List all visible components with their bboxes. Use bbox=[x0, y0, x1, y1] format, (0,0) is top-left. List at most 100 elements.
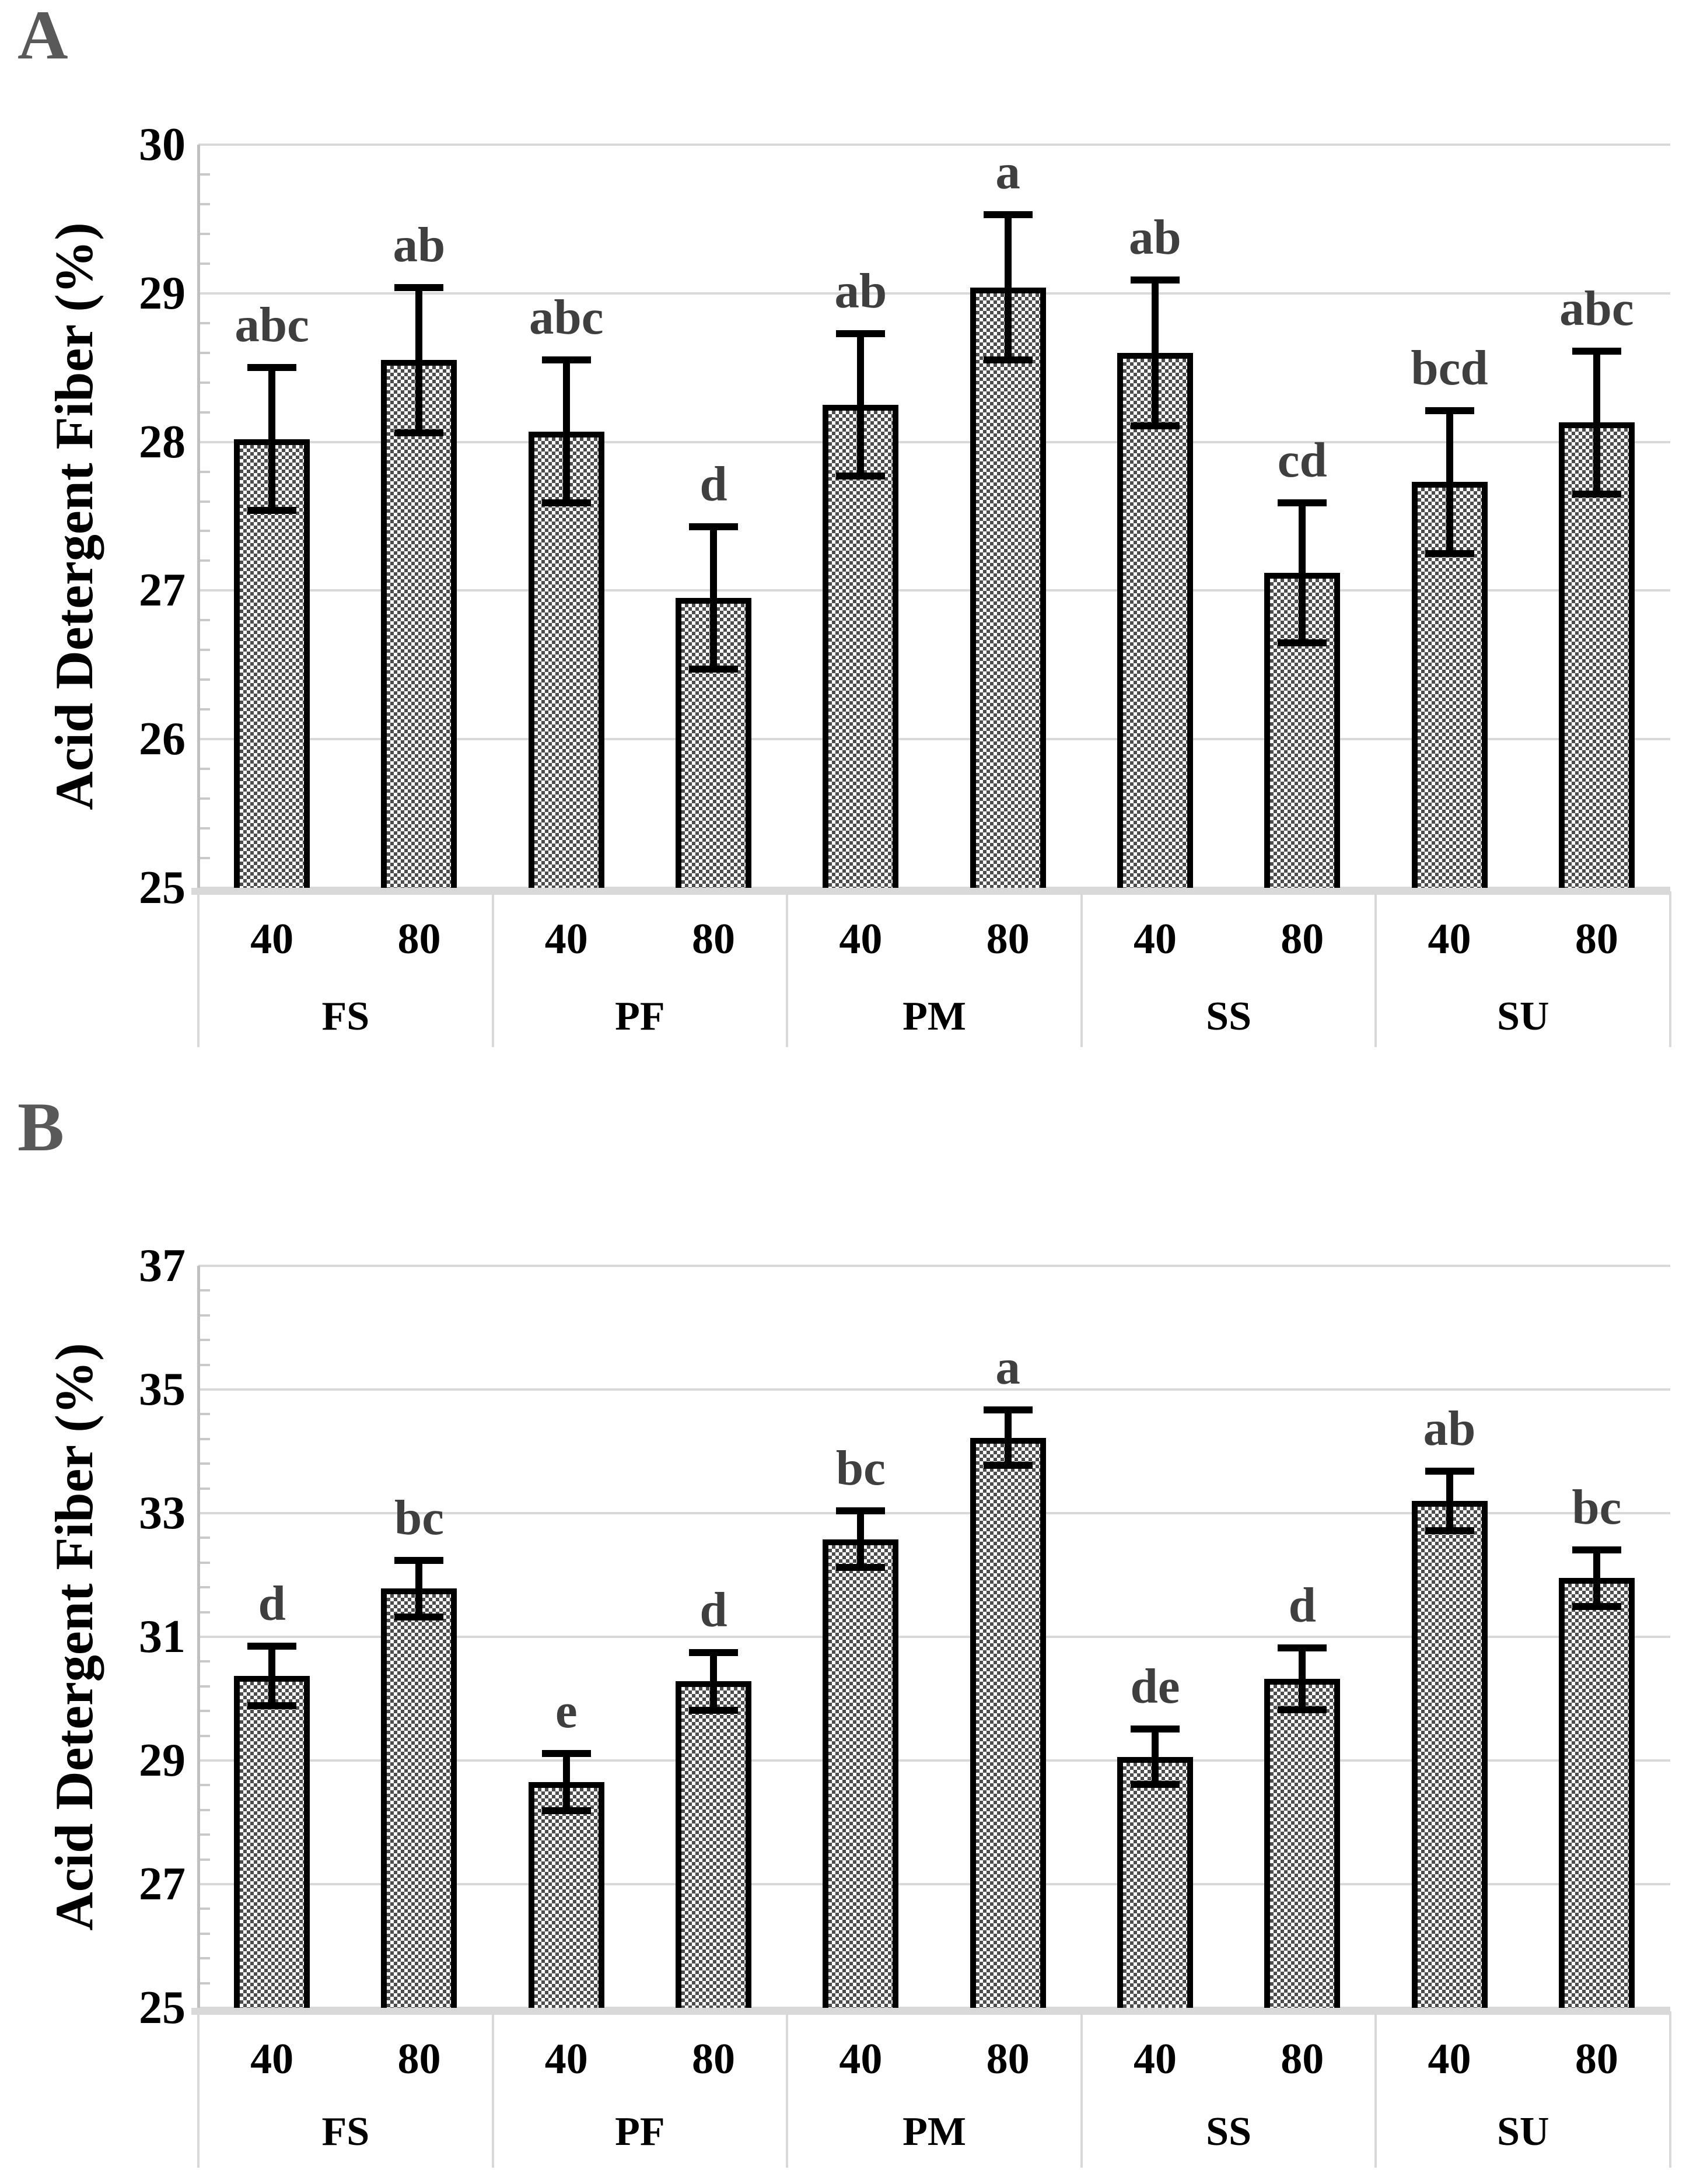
y-minor-tick bbox=[198, 1462, 210, 1465]
y-minor-tick bbox=[198, 411, 210, 414]
y-minor-tick bbox=[198, 797, 210, 800]
error-bar-cap-bottom bbox=[836, 1564, 886, 1572]
x-axis-level-label: 80 bbox=[986, 2035, 1030, 2083]
y-tick-label: 33 bbox=[139, 1488, 186, 1539]
y-minor-tick bbox=[198, 1685, 210, 1688]
x-axis-level-label: 40 bbox=[839, 915, 883, 963]
group-separator bbox=[1374, 2011, 1377, 2168]
y-minor-tick bbox=[198, 1710, 210, 1713]
x-axis-group-label-SU: SU bbox=[1496, 994, 1549, 1039]
gridline-y27 bbox=[198, 589, 1670, 592]
group-separator bbox=[1669, 891, 1671, 1047]
sig-letter: bc bbox=[835, 1440, 886, 1496]
error-bar-line bbox=[710, 526, 718, 670]
bar-PF-40 bbox=[528, 431, 604, 888]
bar-FS-80 bbox=[381, 360, 457, 888]
y-minor-tick bbox=[198, 1487, 210, 1490]
bar-FS-40 bbox=[234, 439, 310, 888]
error-bar-line bbox=[1151, 1728, 1159, 1785]
y-minor-tick bbox=[198, 1784, 210, 1787]
group-separator bbox=[1669, 2011, 1671, 2168]
sig-letter: ab bbox=[834, 263, 887, 318]
error-bar-cap-top bbox=[983, 211, 1033, 218]
error-bar-line bbox=[1004, 214, 1012, 360]
bar-SS-80 bbox=[1264, 1679, 1341, 2008]
sig-letter: a bbox=[995, 1339, 1020, 1395]
error-bar-cap-top bbox=[689, 523, 739, 530]
error-bar-cap-top bbox=[983, 1406, 1033, 1413]
y-tick-label: 25 bbox=[139, 1982, 186, 2034]
x-axis-group-label-PM: PM bbox=[903, 2109, 966, 2154]
x-axis-group-label-SS: SS bbox=[1206, 994, 1252, 1039]
error-bar-line bbox=[268, 1646, 276, 1706]
y-minor-tick bbox=[198, 619, 210, 622]
y-minor-tick bbox=[198, 1314, 210, 1317]
bar-PM-80 bbox=[970, 1437, 1046, 2008]
error-bar-line bbox=[415, 287, 423, 433]
y-minor-tick bbox=[198, 1932, 210, 1935]
x-axis-level-label: 40 bbox=[1133, 915, 1177, 963]
error-bar-cap-top bbox=[1130, 1725, 1180, 1732]
y-tick-label: 26 bbox=[139, 713, 186, 765]
error-bar-line bbox=[1446, 411, 1453, 554]
y-tick-label: 31 bbox=[139, 1611, 186, 1662]
group-separator bbox=[786, 891, 789, 1047]
error-bar-cap-bottom bbox=[1130, 1781, 1180, 1788]
gridline-y29 bbox=[198, 292, 1670, 295]
bar-PM-80 bbox=[970, 287, 1046, 888]
error-bar-line bbox=[1004, 1409, 1012, 1466]
y-tick-label: 29 bbox=[139, 267, 186, 319]
y-minor-tick bbox=[198, 1413, 210, 1416]
x-axis-level-label: 80 bbox=[397, 2035, 441, 2083]
x-axis-group-label-SU: SU bbox=[1496, 2109, 1549, 2154]
y-minor-tick bbox=[198, 202, 210, 205]
group-separator bbox=[1080, 2011, 1083, 2168]
gridline-y29 bbox=[198, 1759, 1670, 1762]
x-axis-level-label: 40 bbox=[250, 2035, 294, 2083]
panel-a-label: A bbox=[18, 0, 68, 74]
gridline-y27 bbox=[198, 1883, 1670, 1885]
y-minor-tick bbox=[198, 1289, 210, 1292]
sig-letter: abc bbox=[1559, 281, 1634, 337]
error-bar-line bbox=[1151, 279, 1159, 426]
error-bar-cap-top bbox=[1572, 348, 1621, 355]
error-bar-line bbox=[415, 1560, 423, 1618]
x-axis-level-label: 40 bbox=[1428, 2035, 1471, 2083]
y-tick-label: 29 bbox=[139, 1735, 186, 1786]
y-minor-tick bbox=[198, 1339, 210, 1342]
x-axis-level-label: 80 bbox=[1281, 915, 1324, 963]
group-separator bbox=[491, 891, 494, 1047]
error-bar-cap-bottom bbox=[1278, 639, 1327, 646]
bar-PM-40 bbox=[823, 1539, 899, 2008]
y-minor-tick bbox=[198, 1908, 210, 1910]
sig-letter: d bbox=[699, 456, 727, 512]
x-axis-baseline bbox=[191, 2008, 1670, 2015]
error-bar-cap-top bbox=[1130, 276, 1180, 284]
error-bar-cap-bottom bbox=[1278, 1706, 1327, 1714]
y-minor-tick bbox=[198, 173, 210, 176]
y-minor-tick bbox=[198, 1611, 210, 1614]
x-axis-level-label: 80 bbox=[1575, 2035, 1618, 2083]
gridline-y30 bbox=[198, 144, 1670, 146]
y-minor-tick bbox=[198, 1858, 210, 1861]
error-bar-cap-top bbox=[689, 1648, 739, 1656]
gridline-y35 bbox=[198, 1388, 1670, 1391]
x-axis-level-label: 40 bbox=[250, 915, 294, 963]
bar-FS-80 bbox=[381, 1588, 457, 2008]
y-tick-label: 30 bbox=[139, 119, 186, 170]
error-bar-line bbox=[1593, 351, 1600, 494]
error-bar-line bbox=[1446, 1471, 1453, 1531]
y-minor-tick bbox=[198, 857, 210, 860]
x-axis-level-label: 40 bbox=[1428, 915, 1471, 963]
error-bar-cap-top bbox=[247, 364, 297, 372]
y-minor-tick bbox=[198, 1808, 210, 1811]
sig-letter: cd bbox=[1277, 433, 1327, 488]
error-bar-cap-bottom bbox=[689, 666, 739, 673]
error-bar-cap-top bbox=[836, 1507, 886, 1514]
error-bar-cap-top bbox=[1278, 499, 1327, 507]
y-minor-tick bbox=[198, 1437, 210, 1440]
y-minor-tick bbox=[198, 1561, 210, 1564]
y-minor-tick bbox=[198, 1833, 210, 1836]
y-minor-tick bbox=[198, 351, 210, 354]
x-axis-level-label: 80 bbox=[692, 915, 736, 963]
